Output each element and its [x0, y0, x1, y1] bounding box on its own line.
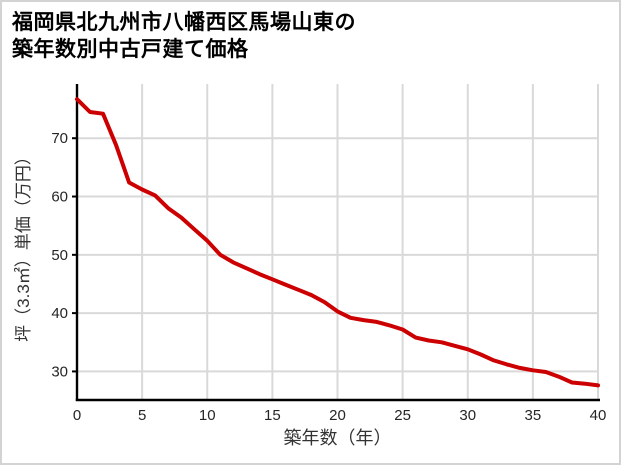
x-tick-label: 35: [525, 407, 542, 424]
x-tick-labels: 0 5 10 15 20 25 30 35 40: [73, 407, 607, 424]
x-tick-label: 5: [138, 407, 146, 424]
x-tick-label: 40: [590, 407, 607, 424]
x-tick-label: 25: [394, 407, 411, 424]
y-tick-label: 70: [51, 130, 68, 147]
y-tick-label: 60: [51, 189, 68, 206]
chart-title-line1: 福岡県北九州市八幡西区馬場山東の: [12, 11, 356, 34]
chart-title: 福岡県北九州市八幡西区馬場山東の 築年数別中古戸建て価格: [12, 9, 356, 63]
price-line-series: [75, 97, 600, 388]
chart-title-line2: 築年数別中古戸建て価格: [12, 38, 249, 61]
x-tick-label: 10: [199, 407, 216, 424]
y-tick-label: 30: [51, 363, 68, 380]
x-tick-label: 15: [264, 407, 281, 424]
x-tick-label: 0: [73, 407, 81, 424]
x-axis-label: 築年数（年）: [284, 428, 392, 448]
y-tick-label: 50: [51, 247, 68, 264]
price-line: [75, 97, 600, 388]
gridlines: [77, 84, 599, 400]
x-tick-label: 30: [459, 407, 476, 424]
axis-spines: [72, 84, 600, 402]
y-axis-label: 坪（3.3㎡）単価（万円）: [14, 148, 33, 342]
y-tick-label: 40: [51, 305, 68, 322]
y-tick-labels: 30 40 50 60 70: [51, 130, 68, 380]
x-tick-label: 20: [329, 407, 346, 424]
